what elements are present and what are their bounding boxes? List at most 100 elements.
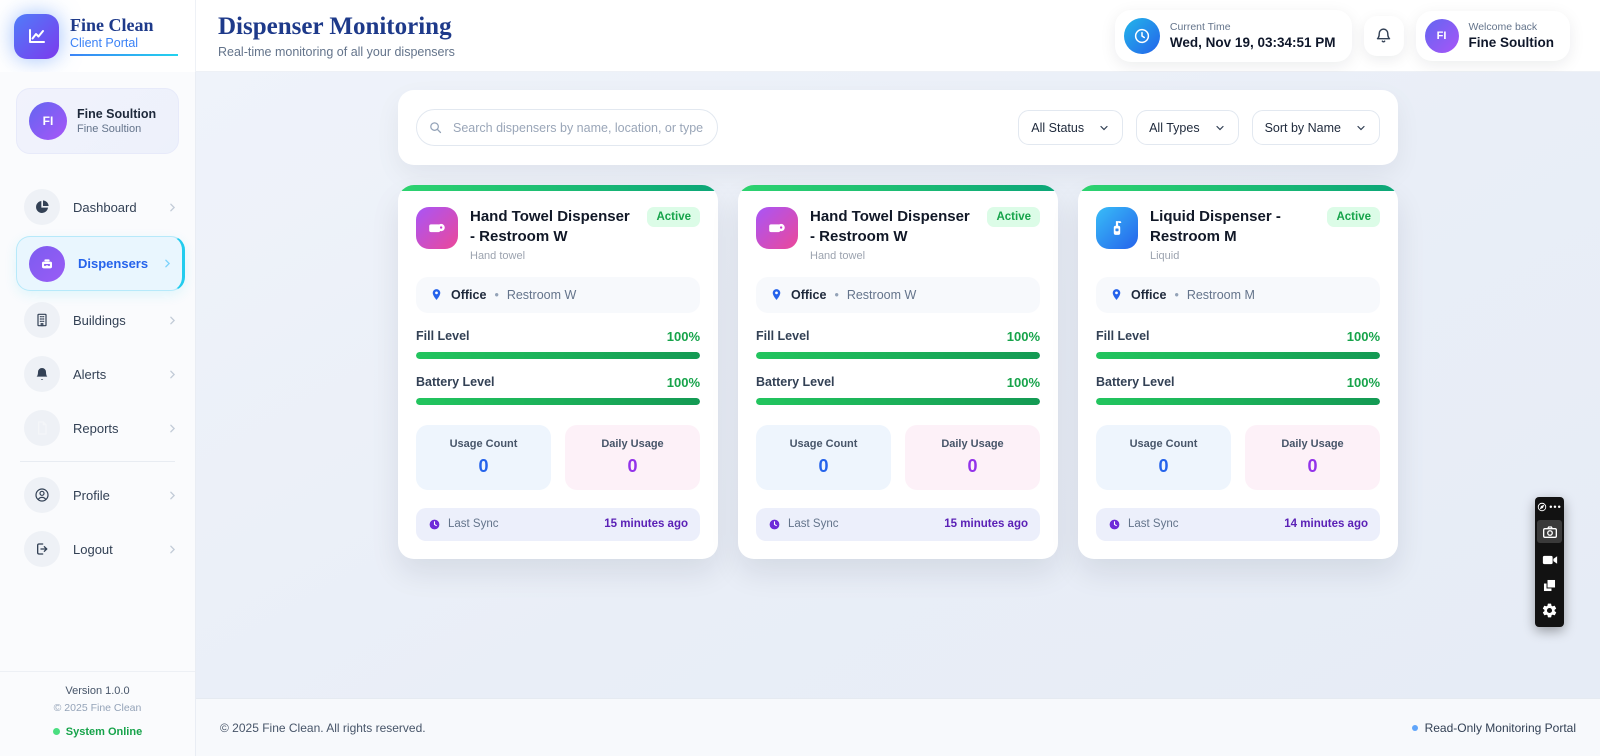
usage-count-value: 0 (478, 455, 489, 476)
user-icon (24, 477, 60, 513)
dot-icon (1411, 724, 1418, 731)
battery-level-label: Battery Level (756, 375, 835, 390)
sidebar-item-buildings[interactable]: Buildings (0, 293, 195, 347)
settings-button[interactable] (1541, 602, 1558, 619)
separator-dot: • (1174, 287, 1179, 302)
battery-level-label: Battery Level (416, 375, 495, 390)
chevron-right-icon (166, 314, 179, 327)
clock-icon (1123, 17, 1160, 54)
footer: © 2025 Fine Clean. All rights reserved. … (196, 698, 1600, 756)
sidebar-item-profile[interactable]: Profile (0, 468, 195, 522)
dispenser-card[interactable]: Hand Towel Dispenser - Restroom W Hand t… (398, 185, 718, 559)
sidebar-item-label: Reports (73, 420, 119, 436)
sidebar-item-label: Buildings (73, 312, 126, 328)
record-video-button[interactable] (1541, 551, 1559, 569)
version-label: Version 1.0.0 (65, 684, 130, 697)
daily-usage-value: 0 (627, 455, 638, 476)
current-time-card: Current Time Wed, Nov 19, 03:34:51 PM (1114, 9, 1352, 62)
sidebar-footer: Version 1.0.0 © 2025 Fine Clean System O… (0, 670, 195, 756)
toolbar-header[interactable]: ••• (1537, 502, 1561, 512)
battery-level-bar (416, 397, 700, 405)
filter-bar: All Status All Types Sort by Name (398, 90, 1398, 165)
dispenser-card[interactable]: Liquid Dispenser - Restroom M Liquid Act… (1078, 185, 1398, 559)
daily-usage-label: Daily Usage (601, 437, 664, 450)
building-name: Office (1131, 287, 1167, 302)
notifications-button[interactable] (1363, 15, 1404, 56)
card-status-stripe (738, 185, 1058, 191)
daily-usage-stat: Daily Usage 0 (1245, 424, 1380, 490)
online-dot-icon (52, 728, 60, 735)
usage-count-label: Usage Count (1129, 437, 1198, 450)
fill-level-value: 100% (1006, 328, 1040, 344)
map-pin-icon (1112, 289, 1121, 301)
soap-dispenser-icon (1096, 207, 1138, 249)
copy-windows-button[interactable] (1541, 577, 1558, 594)
sort-dropdown[interactable]: Sort by Name (1251, 110, 1380, 145)
usage-count-value: 0 (818, 455, 829, 476)
welcome-card: FI Welcome back Fine Soultion (1415, 10, 1570, 61)
welcome-label: Welcome back (1468, 21, 1538, 33)
fill-level-value: 100% (1346, 328, 1380, 344)
fill-level-bar (1096, 351, 1380, 359)
pie-chart-icon (24, 189, 60, 225)
daily-usage-value: 0 (1307, 455, 1318, 476)
chevron-down-icon (1100, 125, 1108, 130)
dispenser-card-grid: Hand Towel Dispenser - Restroom W Hand t… (398, 185, 1398, 559)
daily-usage-label: Daily Usage (1281, 437, 1344, 450)
extension-toolbar: ••• (1535, 497, 1564, 627)
search-input[interactable] (416, 109, 718, 146)
sidebar-item-dashboard[interactable]: Dashboard (0, 180, 195, 234)
chevron-down-icon (1215, 125, 1224, 130)
last-sync-label: Last Sync (448, 518, 499, 531)
current-time-label: Current Time (1169, 21, 1231, 33)
report-icon (24, 410, 60, 446)
footer-copyright: © 2025 Fine Clean. All rights reserved. (220, 720, 426, 735)
system-status-badge: System Online (52, 725, 143, 738)
fill-level-bar (416, 351, 700, 359)
bell-icon (24, 356, 60, 392)
paper-roll-icon (756, 207, 798, 249)
last-sync-label: Last Sync (788, 518, 839, 531)
chevron-right-icon (166, 543, 179, 556)
ellipsis-icon: ••• (1549, 501, 1562, 512)
location-bar: Office • Restroom M (1096, 276, 1380, 313)
last-sync-label: Last Sync (1128, 518, 1179, 531)
type-filter-dropdown[interactable]: All Types (1136, 110, 1239, 145)
sidebar-item-label: Alerts (73, 366, 107, 382)
battery-level-value: 100% (1346, 374, 1380, 390)
last-sync-bar: Last Sync 14 minutes ago (1096, 507, 1380, 541)
compass-icon (1538, 502, 1547, 512)
sidebar-item-reports[interactable]: Reports (0, 401, 195, 455)
camera-icon (1542, 525, 1557, 538)
chevron-right-icon (161, 257, 174, 270)
battery-level-bar (756, 397, 1040, 405)
dispenser-type: Liquid (1150, 249, 1180, 262)
building-name: Office (451, 287, 487, 302)
chevron-down-icon (1357, 125, 1365, 130)
page-subtitle: Real-time monitoring of all your dispens… (218, 44, 455, 59)
usage-count-stat: Usage Count 0 (1096, 424, 1231, 490)
location-bar: Office • Restroom W (416, 276, 700, 313)
last-sync-time: 14 minutes ago (1284, 518, 1368, 531)
room-name: Restroom W (846, 287, 917, 302)
room-name: Restroom M (1186, 287, 1255, 302)
paper-roll-icon (416, 207, 458, 249)
screenshot-camera-button[interactable] (1537, 520, 1562, 543)
status-filter-dropdown[interactable]: All Status (1018, 110, 1124, 145)
footer-portal-note: Read-Only Monitoring Portal (1411, 721, 1576, 735)
system-status-label: System Online (65, 725, 143, 738)
last-sync-bar: Last Sync 15 minutes ago (756, 507, 1040, 541)
dispenser-card[interactable]: Hand Towel Dispenser - Restroom W Hand t… (738, 185, 1058, 559)
fill-level-bar (756, 351, 1040, 359)
fill-level-label: Fill Level (416, 329, 470, 344)
building-name: Office (791, 287, 827, 302)
dispenser-title: Liquid Dispenser - Restroom M (1150, 208, 1281, 245)
sidebar-item-dispensers[interactable]: Dispensers (16, 236, 185, 291)
sidebar-item-alerts[interactable]: Alerts (0, 347, 195, 401)
video-camera-icon (1542, 555, 1557, 565)
sidebar-user-avatar: FI (29, 102, 67, 140)
bell-icon (1375, 27, 1392, 44)
fill-level-label: Fill Level (1096, 329, 1150, 344)
sidebar-item-logout[interactable]: Logout (0, 522, 195, 576)
clock-icon (769, 519, 780, 529)
